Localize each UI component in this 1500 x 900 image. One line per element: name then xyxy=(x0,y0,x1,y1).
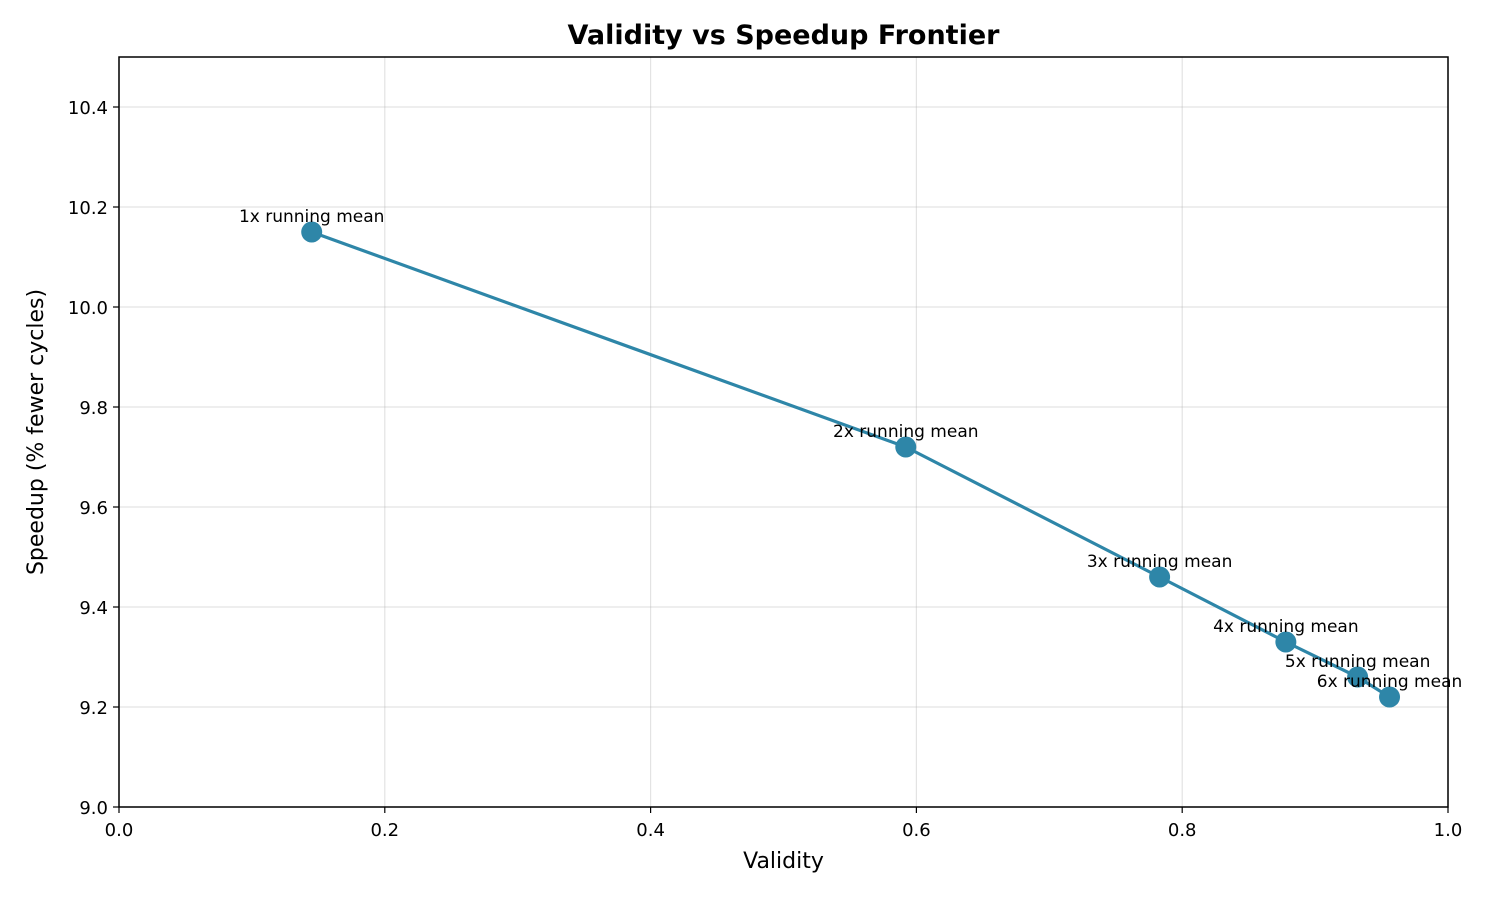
x-tick-label: 0.4 xyxy=(636,820,665,841)
x-axis-label: Validity xyxy=(743,849,824,874)
y-tick-label: 9.8 xyxy=(79,398,108,419)
data-point-label: 3x running mean xyxy=(1087,552,1233,572)
tick-layer: 0.0 0.2 0.4 0.6 0.8 1.0 9.0 9.2 9.4 9.6 9.8 10.0 10.… xyxy=(68,98,1462,841)
y-tick-label: 9.2 xyxy=(79,698,108,719)
y-tick-label: 10.2 xyxy=(68,198,108,219)
data-point-label: 6x running mean xyxy=(1317,672,1463,692)
data-point xyxy=(1379,686,1401,708)
point-label-layer: 1x running mean 2x running mean 3x running… xyxy=(239,207,1462,692)
data-point xyxy=(895,436,917,458)
y-tick-label: 9.0 xyxy=(79,798,108,819)
data-point-label: 5x running mean xyxy=(1285,652,1431,672)
plot-area-frame xyxy=(118,56,1449,808)
data-point-label: 4x running mean xyxy=(1213,617,1359,637)
data-point xyxy=(301,221,323,243)
x-tick-label: 0.2 xyxy=(370,820,399,841)
x-tick-label: 0.0 xyxy=(105,820,134,841)
grid-layer xyxy=(118,57,1449,808)
x-tick-label: 1.0 xyxy=(1434,820,1463,841)
data-point-label: 1x running mean xyxy=(239,207,385,227)
y-tick-label: 9.4 xyxy=(79,598,108,619)
y-axis-label: Speedup (% fewer cycles) xyxy=(24,289,49,575)
chart-title: Validity vs Speedup Frontier xyxy=(568,20,1001,51)
data-point-label: 2x running mean xyxy=(833,422,979,442)
data-point xyxy=(1347,666,1369,688)
series-layer xyxy=(301,221,1401,708)
y-tick-label: 9.6 xyxy=(79,498,108,519)
data-point xyxy=(1149,566,1171,588)
data-point xyxy=(1275,631,1297,653)
y-tick-label: 10.0 xyxy=(68,298,108,319)
y-tick-label: 10.4 xyxy=(68,98,108,119)
x-tick-label: 0.8 xyxy=(1168,820,1197,841)
x-tick-label: 0.6 xyxy=(902,820,931,841)
